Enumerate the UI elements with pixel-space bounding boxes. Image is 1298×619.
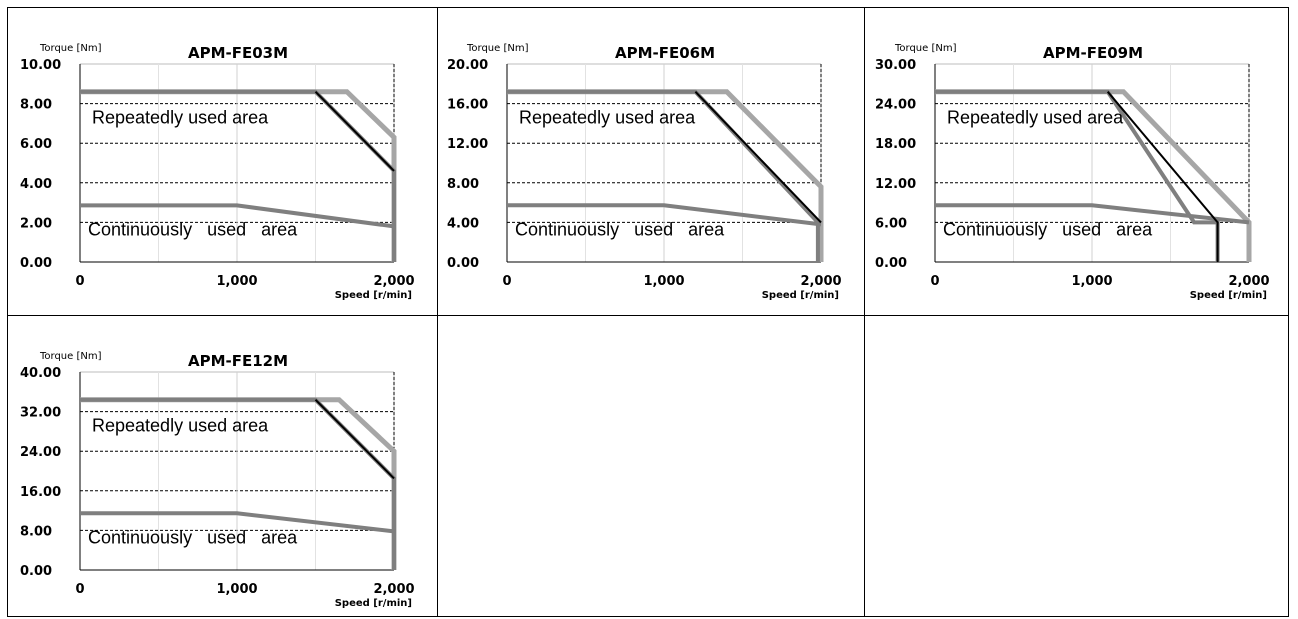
- series-voltage-limit-line: [314, 398, 395, 480]
- y-tick-label: 6.00: [20, 137, 52, 152]
- y-tick-label: 32.00: [20, 406, 61, 421]
- series-continuous-line: [935, 203, 1250, 225]
- y-tick-label: 24.00: [20, 445, 61, 460]
- x-axis-label: Speed [r/min]: [762, 290, 839, 301]
- x-tick-label: 1,000: [216, 274, 257, 289]
- y-tick-label: 0.00: [20, 256, 52, 271]
- x-axis-label: Speed [r/min]: [335, 598, 412, 609]
- x-tick-label: 2,000: [800, 274, 841, 289]
- x-tick-label: 1,000: [643, 274, 684, 289]
- torque-speed-chart-fe12m: Torque [Nm] APM-FE12M 0.00 8.00 16.00 24.00 32…: [20, 351, 415, 609]
- cell-divider: [8, 315, 1288, 316]
- x-tick-label: 0: [930, 274, 939, 289]
- torque-speed-chart-fe09m: Torque [Nm] APM-FE09M 0.00 6.00 12.00 18.00 24…: [875, 43, 1270, 301]
- y-tick-label: 4.00: [447, 216, 479, 231]
- series-repeated-dark-line: [507, 89, 820, 262]
- chart-title: APM-FE09M: [1043, 44, 1143, 62]
- series-voltage-limit-line: [1106, 91, 1219, 262]
- x-tick-label: 2,000: [1228, 274, 1269, 289]
- repeated-area-label: Repeatedly used area: [92, 108, 269, 128]
- cell-divider: [864, 8, 865, 616]
- series-continuous-line: [507, 203, 822, 227]
- x-tick-label: 0: [502, 274, 511, 289]
- y-tick-label: 16.00: [447, 98, 488, 113]
- continuous-area-label: Continuously used area: [943, 219, 1153, 239]
- y-tick-label: 0.00: [447, 256, 479, 271]
- y-axis-label: Torque [Nm]: [466, 43, 529, 54]
- x-tick-label: 0: [75, 274, 84, 289]
- chart-title: APM-FE03M: [188, 44, 288, 62]
- y-tick-label: 8.00: [447, 177, 479, 192]
- cell-divider: [437, 8, 438, 616]
- y-tick-label: 4.00: [20, 177, 52, 192]
- series-voltage-limit-line: [694, 91, 822, 224]
- continuous-area-label: Continuously used area: [88, 527, 298, 547]
- series-voltage-limit-line: [314, 90, 395, 172]
- x-tick-label: 2,000: [373, 274, 414, 289]
- y-tick-label: 2.00: [20, 216, 52, 231]
- continuous-area-label: Continuously used area: [515, 219, 725, 239]
- y-tick-label: 24.00: [875, 98, 916, 113]
- torque-speed-chart-fe06m: Torque [Nm] APM-FE06M 0.00 4.00 8.00 12.00 16.…: [447, 43, 842, 301]
- torque-speed-chart-fe03m: Torque [Nm] APM-FE03M 0.00 2.00 4.00 6.00 8.00…: [20, 43, 415, 301]
- repeated-area-label: Repeatedly used area: [947, 108, 1124, 128]
- x-tick-label: 0: [75, 582, 84, 597]
- y-tick-label: 20.00: [447, 58, 488, 73]
- x-axis-label: Speed [r/min]: [335, 290, 412, 301]
- y-tick-label: 0.00: [20, 564, 52, 579]
- y-axis-label: Torque [Nm]: [894, 43, 957, 54]
- y-tick-label: 12.00: [875, 177, 916, 192]
- y-tick-label: 18.00: [875, 137, 916, 152]
- chart-title: APM-FE06M: [615, 44, 715, 62]
- repeated-area-label: Repeatedly used area: [92, 416, 269, 436]
- repeated-area-label: Repeatedly used area: [519, 108, 696, 128]
- chart-grid-table: [7, 7, 1289, 617]
- y-axis-label: Torque [Nm]: [39, 43, 102, 54]
- continuous-area-label: Continuously used area: [88, 219, 298, 239]
- x-tick-label: 1,000: [216, 582, 257, 597]
- x-tick-label: 2,000: [373, 582, 414, 597]
- x-axis-label: Speed [r/min]: [1190, 290, 1267, 301]
- y-tick-label: 8.00: [20, 524, 52, 539]
- y-tick-label: 16.00: [20, 485, 61, 500]
- y-axis-label: Torque [Nm]: [39, 351, 102, 362]
- y-tick-label: 30.00: [875, 58, 916, 73]
- x-tick-label: 1,000: [1071, 274, 1112, 289]
- series-continuous-line: [80, 203, 395, 229]
- y-tick-label: 12.00: [447, 137, 488, 152]
- y-tick-label: 0.00: [875, 256, 907, 271]
- y-tick-label: 6.00: [875, 216, 907, 231]
- y-tick-label: 8.00: [20, 98, 52, 113]
- series-continuous-line: [80, 511, 395, 534]
- y-tick-label: 10.00: [20, 58, 61, 73]
- y-tick-label: 40.00: [20, 366, 61, 381]
- chart-title: APM-FE12M: [188, 352, 288, 370]
